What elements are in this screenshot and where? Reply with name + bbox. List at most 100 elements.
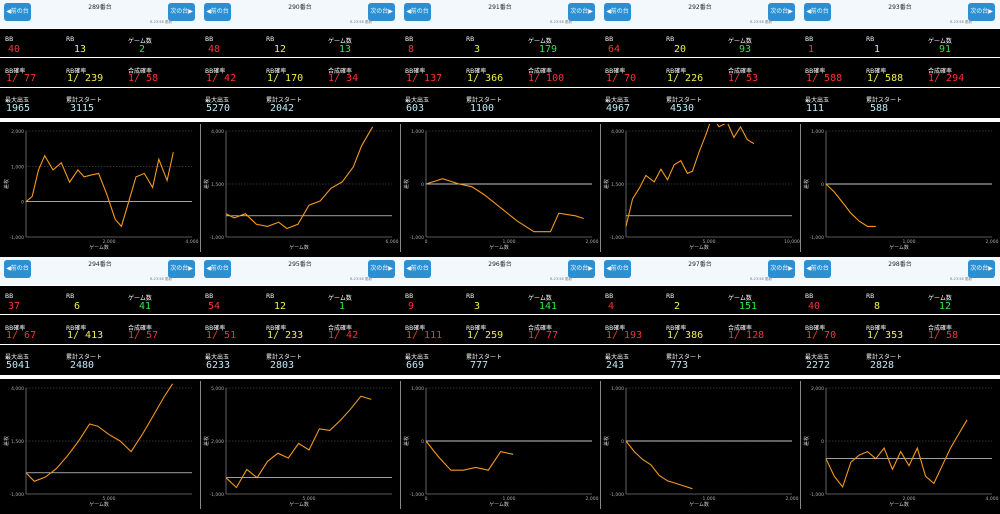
next-machine-button[interactable]: 次の台▶	[168, 260, 195, 278]
x-tick-label: 2,000	[786, 496, 799, 502]
bb-probability: 1/ 51	[206, 330, 237, 341]
prev-machine-button[interactable]: ◀前の台	[804, 260, 831, 278]
prev-machine-button[interactable]: ◀前の台	[604, 260, 631, 278]
prev-machine-button[interactable]: ◀前の台	[804, 3, 831, 21]
x-axis-title: ゲーム数	[889, 244, 909, 251]
prev-machine-button[interactable]: ◀前の台	[404, 260, 431, 278]
panel-header: ◀前の台 次の台▶ 296番台 ft.23:58 更新	[400, 257, 600, 285]
bb-label: BB	[405, 293, 414, 300]
row-divider	[400, 285, 600, 286]
x-tick-label: 1,000	[503, 496, 516, 502]
cumulative-start-value: 777	[470, 360, 489, 371]
updated-time: ft.23:58 更新	[350, 20, 372, 24]
rb-prob-label: RB確率	[66, 68, 87, 75]
rb-label: RB	[666, 293, 675, 300]
graph-chart: 2,000 1,000 0 -1,000 2,000 4,000 差枚 ゲーム数	[0, 124, 200, 252]
max-payout-label: 最大出玉	[805, 97, 830, 104]
updated-time: ft.23:58 更新	[350, 277, 372, 281]
prev-machine-button[interactable]: ◀前の台	[204, 3, 231, 21]
prev-machine-button[interactable]: ◀前の台	[404, 3, 431, 21]
y-tick-label: 1,000	[811, 129, 824, 135]
combined-probability: 1/ 128	[728, 330, 765, 341]
next-machine-button[interactable]: 次の台▶	[568, 3, 595, 21]
prev-machine-button[interactable]: ◀前の台	[4, 260, 31, 278]
rb-label: RB	[266, 293, 275, 300]
y-tick-label: 0	[21, 200, 24, 206]
y-axis-title: 差枚	[403, 436, 410, 446]
y-tick-label: -1,000	[609, 235, 624, 241]
x-tick-label: 6,000	[386, 239, 399, 245]
next-machine-button[interactable]: 次の台▶	[768, 3, 795, 21]
cumulative-start-value: 2828	[870, 360, 895, 371]
row-divider	[400, 118, 600, 119]
payout-line	[425, 178, 584, 233]
next-machine-button[interactable]: 次の台▶	[368, 3, 395, 21]
graph-chart: 1,000 0 -1,000 0 1,000 2,000 差枚 ゲーム数	[400, 124, 600, 252]
updated-time: ft.23:58 更新	[950, 20, 972, 24]
max-payout-value: 5041	[6, 360, 31, 371]
prev-machine-button[interactable]: ◀前の台	[4, 3, 31, 21]
rb-probability: 1/ 233	[267, 330, 304, 341]
combined-probability: 1/ 34	[328, 73, 359, 84]
max-payout-label: 最大出玉	[805, 354, 830, 361]
machine-panel: ◀前の台 次の台▶ 298番台 ft.23:58 更新 BB RB ゲーム数 BB確率 RB確率…	[800, 257, 1000, 514]
y-tick-label: 0	[421, 439, 424, 445]
games-label: ゲーム数	[928, 295, 952, 302]
updated-time: ft.23:58 更新	[550, 20, 572, 24]
bb-count: 64	[608, 44, 621, 55]
prev-machine-button[interactable]: ◀前の台	[604, 3, 631, 21]
combined-prob-label: 合成確率	[928, 68, 953, 75]
graph-chart: 1,000 0 -1,000 1,000 2,000 差枚 ゲーム数	[800, 124, 1000, 252]
y-tick-label: 4,000	[611, 129, 624, 135]
prev-machine-button[interactable]: ◀前の台	[204, 260, 231, 278]
row-divider	[0, 57, 200, 58]
game-count: 179	[539, 44, 558, 55]
row-divider	[800, 87, 1000, 88]
graph-chart: 5,000 2,000 -1,000 5,000 差枚 ゲーム数	[200, 381, 400, 509]
row-divider	[400, 344, 600, 345]
rb-prob-label: RB確率	[266, 68, 287, 75]
next-machine-button[interactable]: 次の台▶	[368, 260, 395, 278]
next-machine-button[interactable]: 次の台▶	[568, 260, 595, 278]
cumulative-start-value: 773	[670, 360, 689, 371]
panel-header: ◀前の台 次の台▶ 297番台 ft.23:58 更新	[600, 257, 800, 285]
rb-prob-label: RB確率	[466, 68, 487, 75]
game-count: 141	[539, 301, 558, 312]
row-divider	[600, 87, 800, 88]
y-axis-title: 差枚	[3, 436, 10, 446]
next-machine-button[interactable]: 次の台▶	[968, 260, 995, 278]
y-tick-label: 0	[821, 182, 824, 188]
bb-count: 54	[208, 301, 221, 312]
y-axis-title: 差枚	[803, 179, 810, 189]
chart-divider	[200, 124, 201, 252]
game-count: 1	[339, 301, 346, 312]
rb-count: 1	[874, 44, 881, 55]
combined-prob-label: 合成確率	[328, 68, 353, 75]
machine-number: 294番台	[88, 261, 112, 268]
rb-count: 12	[274, 44, 287, 55]
combined-prob-label: 合成確率	[128, 68, 153, 75]
y-tick-label: 1,000	[11, 164, 24, 170]
max-payout-value: 2272	[806, 360, 831, 371]
cumulative-start-label: 累計スタート	[66, 354, 103, 361]
combined-probability: 1/ 294	[928, 73, 965, 84]
combined-prob-label: 合成確率	[328, 325, 353, 332]
next-machine-button[interactable]: 次の台▶	[768, 260, 795, 278]
cumulative-start-label: 累計スタート	[66, 97, 103, 104]
bb-count: 48	[208, 44, 221, 55]
y-axis-title: 差枚	[3, 179, 10, 189]
max-payout-label: 最大出玉	[405, 97, 430, 104]
next-machine-button[interactable]: 次の台▶	[168, 3, 195, 21]
games-label: ゲーム数	[128, 295, 152, 302]
stats-block: BB RB ゲーム数 BB確率 RB確率 合成確率 最大出玉 累計スタート 4 2 151 1/ 19…	[600, 285, 800, 376]
bb-count: 1	[808, 44, 815, 55]
x-axis-title: ゲーム数	[289, 244, 309, 251]
bb-count: 37	[8, 301, 21, 312]
cumulative-start-label: 累計スタート	[266, 354, 303, 361]
y-tick-label: -1,000	[809, 235, 824, 241]
graph-chart: 4,000 1,500 -1,000 5,000 差枚 ゲーム数	[0, 381, 200, 509]
chart-divider	[600, 124, 601, 252]
next-machine-button[interactable]: 次の台▶	[968, 3, 995, 21]
